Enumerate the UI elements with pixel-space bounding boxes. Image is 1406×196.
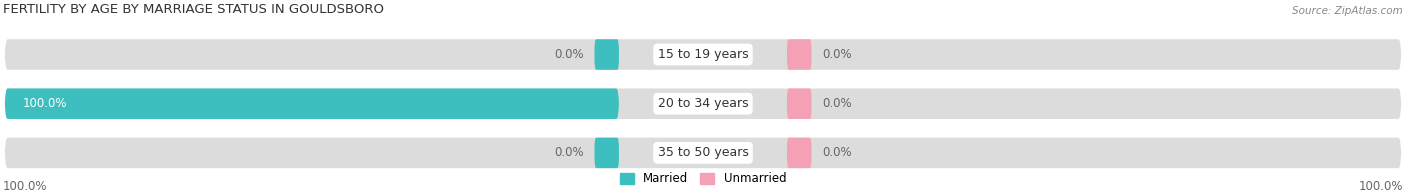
FancyBboxPatch shape: [4, 39, 1402, 70]
Text: 100.0%: 100.0%: [1358, 180, 1403, 193]
FancyBboxPatch shape: [4, 88, 1402, 119]
Text: 0.0%: 0.0%: [554, 48, 583, 61]
FancyBboxPatch shape: [595, 39, 619, 70]
Text: FERTILITY BY AGE BY MARRIAGE STATUS IN GOULDSBORO: FERTILITY BY AGE BY MARRIAGE STATUS IN G…: [3, 3, 384, 16]
FancyBboxPatch shape: [787, 138, 811, 168]
Text: 0.0%: 0.0%: [823, 97, 852, 110]
Text: 0.0%: 0.0%: [823, 146, 852, 159]
Legend: Married, Unmarried: Married, Unmarried: [614, 168, 792, 190]
FancyBboxPatch shape: [595, 138, 619, 168]
FancyBboxPatch shape: [787, 39, 811, 70]
Text: 20 to 34 years: 20 to 34 years: [658, 97, 748, 110]
FancyBboxPatch shape: [4, 88, 619, 119]
Text: 100.0%: 100.0%: [3, 180, 48, 193]
Text: 100.0%: 100.0%: [22, 97, 67, 110]
Text: 0.0%: 0.0%: [823, 48, 852, 61]
Text: Source: ZipAtlas.com: Source: ZipAtlas.com: [1292, 6, 1403, 16]
Text: 15 to 19 years: 15 to 19 years: [658, 48, 748, 61]
Text: 0.0%: 0.0%: [554, 146, 583, 159]
FancyBboxPatch shape: [4, 138, 1402, 168]
FancyBboxPatch shape: [787, 88, 811, 119]
Text: 35 to 50 years: 35 to 50 years: [658, 146, 748, 159]
